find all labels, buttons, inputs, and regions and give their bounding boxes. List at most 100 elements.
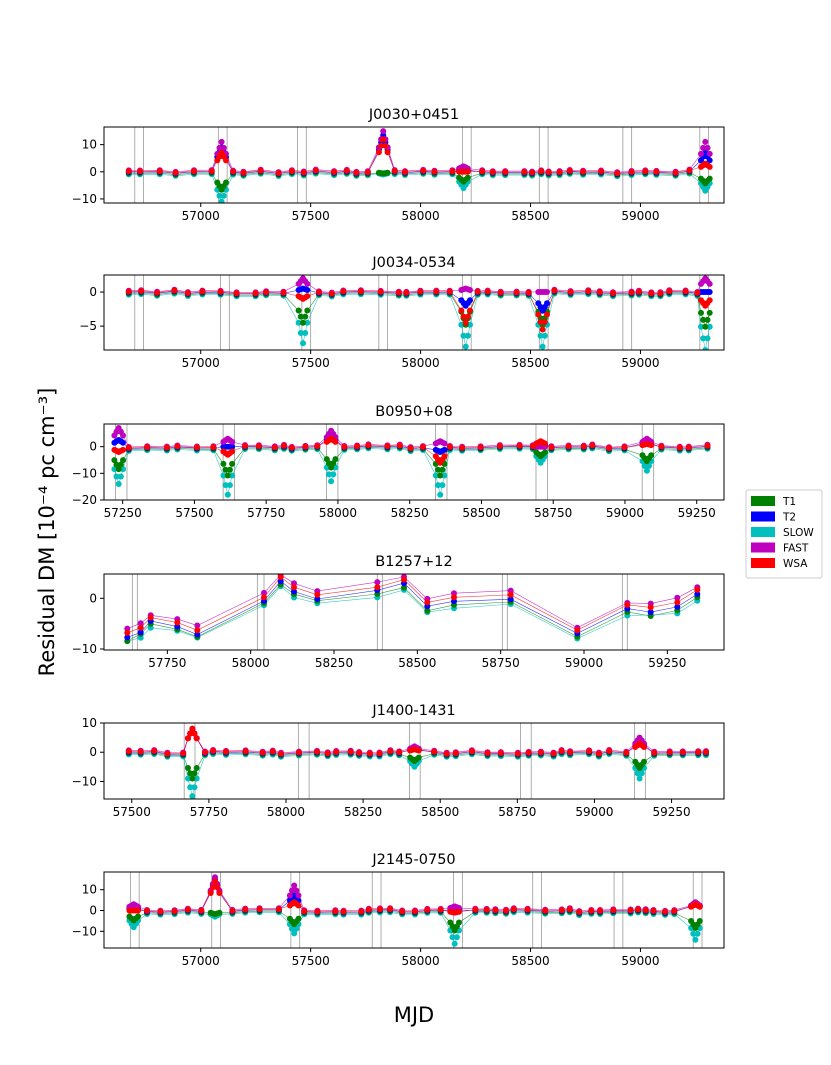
data-point-wsa [261,594,267,601]
data-point-t1 [700,316,707,323]
data-point-t2 [124,634,131,641]
x-tick-label: 58000 [267,805,305,819]
data-point-t1 [332,456,339,463]
data-point-wsa [492,907,499,914]
data-point-wsa [255,443,262,450]
data-point-wsa [252,290,259,297]
data-point-wsa [497,289,504,296]
data-point-fast [674,594,681,601]
data-point-wsa [230,168,237,175]
data-point-wsa [415,747,422,754]
data-point-wsa [263,289,270,296]
subplot-title: J2145-0750 [371,852,455,868]
data-point-wsa [586,748,593,755]
data-point-wsa [514,750,521,757]
data-point-wsa [658,443,665,450]
data-point-t1 [648,452,655,459]
data-point-wsa [164,750,171,757]
data-point-slow [435,482,441,489]
y-tick-label: 10 [82,138,97,152]
legend-label: WSA [783,558,808,570]
series-line-slow [114,448,708,495]
data-point-wsa [163,444,170,451]
data-point-slow [226,482,233,489]
series-line-fast [127,574,698,629]
data-point-wsa [396,749,403,756]
data-point-t1 [120,457,126,464]
data-point-wsa [171,287,178,294]
data-point-wsa [191,730,198,737]
data-point-wsa [151,748,158,754]
data-point-wsa [521,169,528,175]
data-point-wsa [679,749,686,756]
data-point-wsa [650,907,657,914]
data-point-fast [702,138,709,145]
data-point-wsa [280,289,287,296]
data-point-t1 [698,309,704,316]
data-point-wsa [648,290,655,297]
x-tick-label: 57250 [104,506,142,520]
data-point-wsa [229,907,236,914]
data-point-wsa [125,444,132,451]
data-point-wsa [208,168,215,175]
data-point-wsa [384,149,391,156]
data-point-wsa [174,619,181,626]
data-point-slow [193,775,200,782]
data-point-wsa [365,442,372,449]
data-point-fast [212,874,218,881]
x-tick-label: 59000 [575,805,613,819]
data-point-t2 [647,609,654,616]
y-axis-label: Residual DM [10⁻⁴ pc cm⁻³] [35,388,59,677]
data-point-t1 [300,319,306,326]
data-point-wsa [156,168,163,175]
data-point-t2 [706,157,713,164]
data-point-slow [694,930,701,937]
subplot-title: B1257+12 [375,554,452,570]
data-point-slow [437,491,444,498]
data-point-wsa [387,748,394,755]
data-point-wsa [314,908,321,915]
data-point-t2 [507,596,514,603]
data-point-wsa [516,442,523,449]
data-point-t1 [641,758,647,765]
x-tick-label: 57500 [113,805,151,819]
x-tick-label: 57750 [190,805,228,819]
data-point-slow [636,775,643,782]
data-point-wsa [353,169,360,176]
x-tick-label: 57500 [292,954,330,968]
data-point-slow [185,775,191,782]
data-point-wsa [576,909,583,915]
data-point-slow [698,323,704,330]
data-point-wsa [598,168,605,175]
data-point-wsa [324,750,331,757]
data-point-wsa [651,749,658,756]
x-tick-label: 59000 [606,506,644,520]
data-point-wsa [610,907,617,914]
data-point-wsa [214,884,221,891]
data-point-wsa [210,747,217,754]
data-point-wsa [451,594,457,601]
x-tick-label: 58000 [232,656,270,670]
data-point-wsa [395,289,402,296]
x-tick-label: 59000 [621,356,659,370]
x-tick-label: 58500 [462,506,500,520]
data-point-wsa [332,438,339,445]
data-point-wsa [636,288,642,295]
data-point-wsa [565,443,572,450]
data-point-fast [216,144,223,151]
data-point-slow [328,478,335,485]
data-point-wsa [502,169,509,175]
data-point-t1 [437,472,444,479]
data-point-wsa [489,169,496,176]
data-point-wsa [606,445,612,452]
data-point-fast [704,144,711,151]
data-point-slow [643,467,650,474]
data-point-wsa [580,168,587,175]
subplot-title: B0950+08 [375,404,452,420]
data-point-wsa [184,906,191,913]
data-point-wsa [291,584,297,591]
series-line-wsa [127,576,698,634]
data-point-wsa [288,168,295,175]
x-tick-label: 57000 [182,209,220,223]
data-point-wsa [401,576,407,583]
